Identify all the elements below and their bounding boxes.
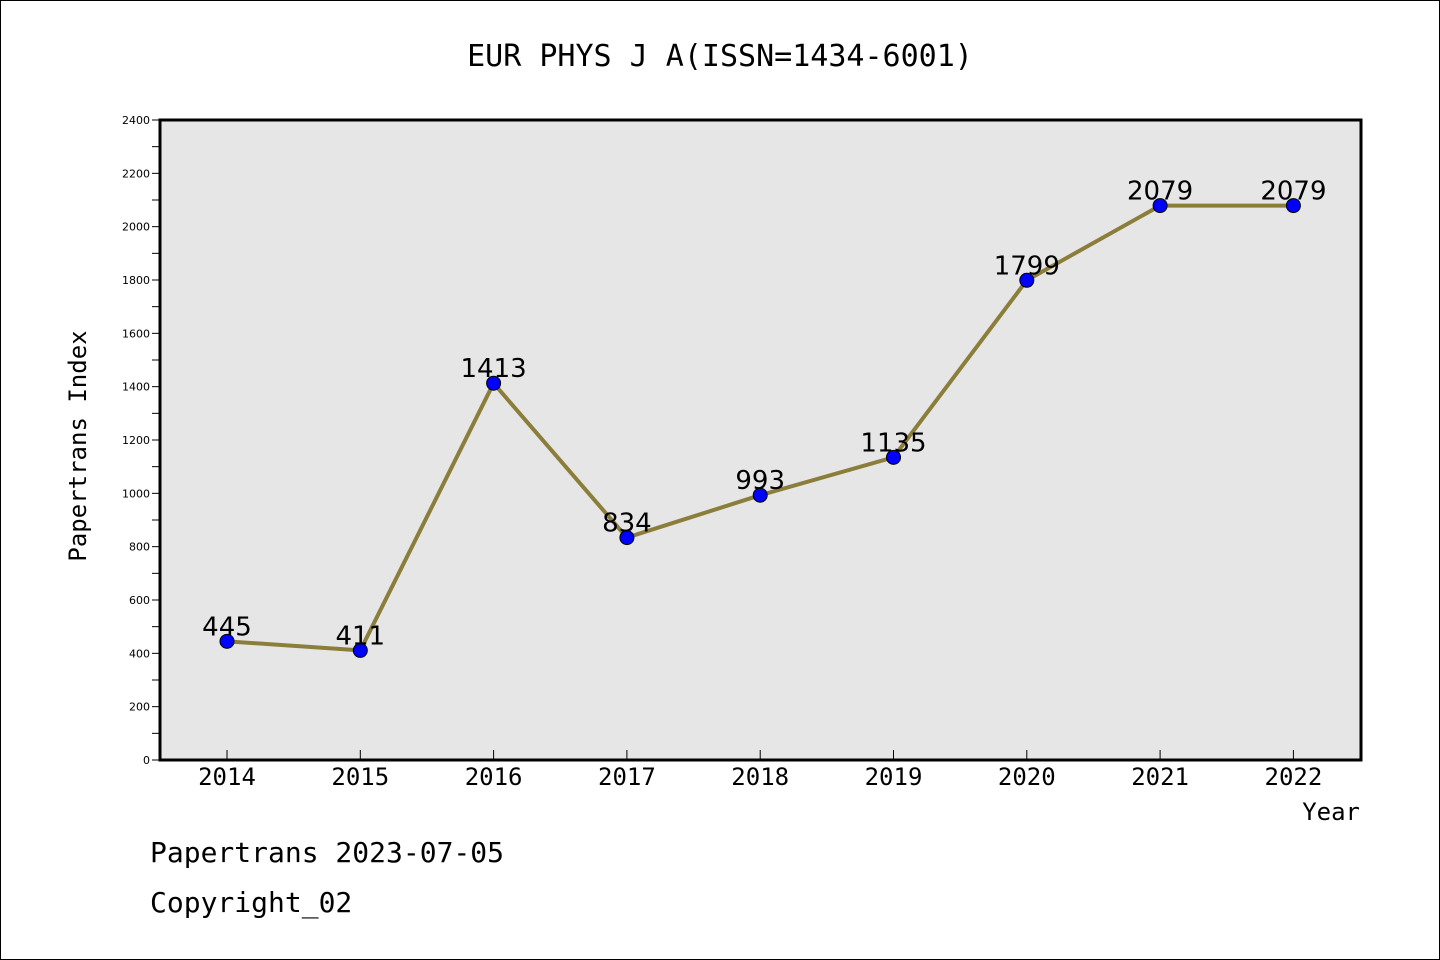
y-tick-label: 400: [129, 647, 150, 660]
x-tick-label: 2020: [998, 763, 1056, 791]
x-tick-label: 2014: [198, 763, 256, 791]
y-tick-label: 800: [129, 541, 150, 554]
data-label: 411: [335, 621, 385, 651]
y-tick-label: 2200: [122, 167, 150, 180]
y-tick-label: 1800: [122, 274, 150, 287]
x-tick-label: 2021: [1131, 763, 1189, 791]
x-tick-label: 2017: [598, 763, 656, 791]
plot-border: [158, 118, 1363, 762]
chart-title: EUR PHYS J A(ISSN=1434-6001): [467, 39, 973, 74]
y-tick-label: 2400: [122, 114, 150, 127]
x-tick-label: 2016: [465, 763, 523, 791]
y-tick-label: 0: [143, 754, 150, 767]
y-tick-label: 2000: [122, 221, 150, 234]
data-label: 2079: [1127, 177, 1193, 207]
data-point: [486, 375, 502, 391]
x-tick-label: 2015: [331, 763, 389, 791]
data-label: 993: [735, 466, 785, 496]
y-axis-ticks: 0 200 400 600 800 1000 1200 1400 1600 1800 2000 220…: [122, 114, 160, 767]
data-label: 2079: [1260, 177, 1326, 207]
data-label-layer: 445 411 1413 834 993 1135 1799 2079 2079: [202, 177, 1326, 652]
data-point: [219, 633, 235, 649]
data-point: [352, 642, 368, 658]
x-tick-label: 2022: [1265, 763, 1323, 791]
x-tick-label: 2018: [731, 763, 789, 791]
x-axis-label: Year: [1302, 798, 1360, 826]
series-layer: [219, 198, 1301, 658]
data-point: [1152, 198, 1168, 214]
data-label: 1413: [461, 354, 527, 384]
data-label: 834: [602, 509, 652, 539]
y-axis-label: Papertrans Index: [64, 330, 92, 561]
y-tick-label: 1400: [122, 381, 150, 394]
x-axis-ticks: 2014 2015 2016 2017 2018 2019 2020 2021 2022: [198, 750, 1322, 791]
data-label: 1799: [994, 251, 1060, 281]
data-point: [1285, 198, 1301, 214]
y-tick-label: 1000: [122, 487, 150, 500]
data-label: 1135: [860, 428, 926, 458]
footer-copyright-text: Copyright_02: [150, 886, 353, 919]
y-tick-label: 1200: [122, 434, 150, 447]
x-tick-label: 2019: [865, 763, 923, 791]
data-point: [1019, 272, 1035, 288]
footer-date-text: Papertrans 2023-07-05: [150, 836, 505, 869]
plot-area: [160, 120, 1361, 760]
data-label: 445: [202, 612, 252, 642]
data-point: [886, 449, 901, 465]
data-point: [752, 487, 768, 503]
y-tick-label: 200: [129, 701, 150, 714]
y-tick-label: 1600: [122, 327, 150, 340]
y-tick-label: 600: [129, 594, 150, 607]
data-point: [619, 530, 635, 546]
